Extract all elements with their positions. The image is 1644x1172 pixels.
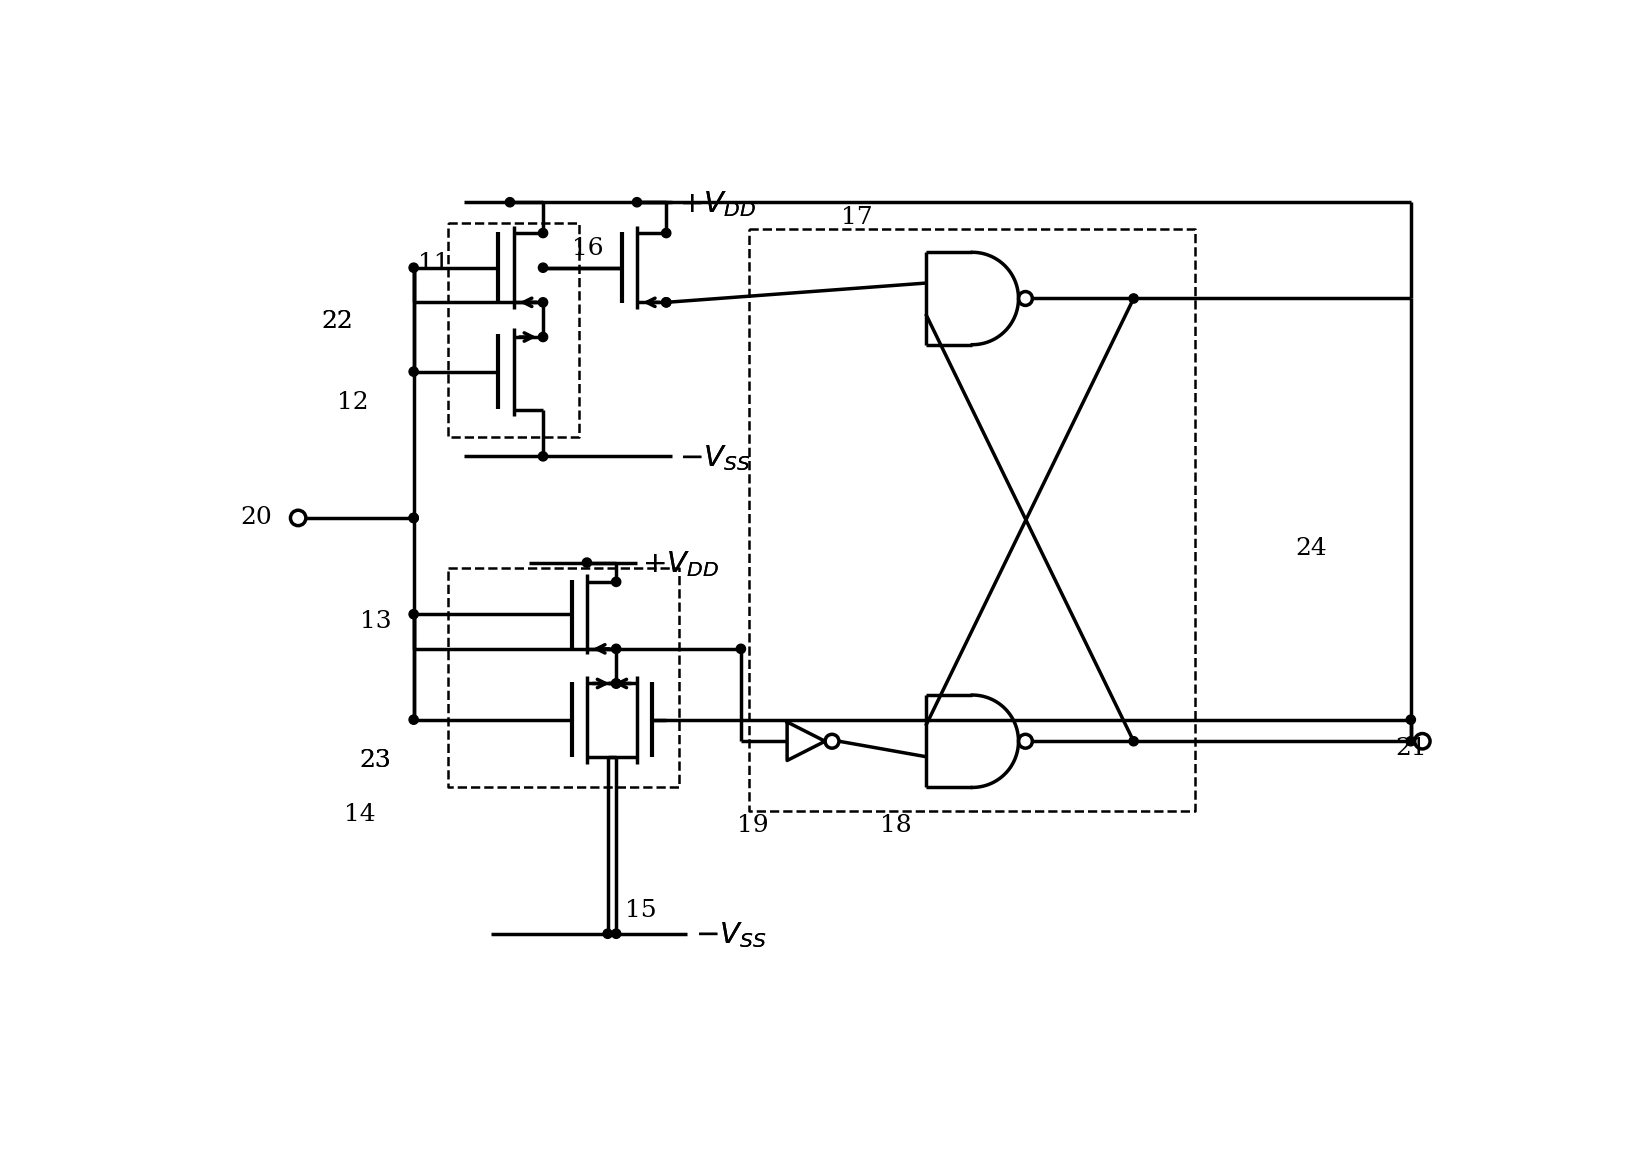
Circle shape	[612, 679, 621, 688]
Text: $-V_{SS}$: $-V_{SS}$	[695, 920, 766, 950]
Circle shape	[737, 645, 745, 654]
Circle shape	[538, 229, 547, 238]
Text: 22: 22	[321, 311, 353, 333]
Circle shape	[612, 679, 621, 688]
Circle shape	[538, 451, 547, 461]
Circle shape	[612, 645, 621, 654]
Text: 18: 18	[880, 815, 911, 838]
Text: 17: 17	[842, 206, 873, 230]
Text: 21: 21	[1396, 737, 1427, 761]
Text: $+V_{DD}$: $+V_{DD}$	[679, 189, 756, 219]
Text: 15: 15	[625, 899, 658, 922]
Circle shape	[538, 298, 547, 307]
Text: $+V_{DD}$: $+V_{DD}$	[643, 550, 718, 579]
Text: 23: 23	[360, 749, 391, 772]
Circle shape	[538, 333, 547, 341]
Circle shape	[1406, 715, 1415, 724]
Text: $-V_{SS}$: $-V_{SS}$	[695, 920, 766, 950]
Circle shape	[1129, 294, 1138, 304]
Circle shape	[409, 715, 418, 724]
Text: 12: 12	[337, 391, 368, 414]
Circle shape	[1129, 737, 1138, 745]
Circle shape	[409, 609, 418, 619]
Text: 20: 20	[240, 506, 273, 530]
Text: $+V_{DD}$: $+V_{DD}$	[679, 189, 756, 219]
Circle shape	[661, 229, 671, 238]
Circle shape	[633, 198, 641, 207]
Text: 19: 19	[737, 815, 769, 838]
Text: 13: 13	[360, 611, 391, 633]
Circle shape	[409, 513, 418, 523]
Circle shape	[409, 367, 418, 376]
Text: $-V_{SS}$: $-V_{SS}$	[679, 443, 751, 472]
Circle shape	[612, 929, 621, 939]
Circle shape	[538, 263, 547, 272]
Circle shape	[409, 263, 418, 272]
Text: 22: 22	[321, 311, 353, 333]
Circle shape	[612, 578, 621, 586]
Circle shape	[409, 513, 418, 523]
Text: 16: 16	[572, 237, 603, 260]
Circle shape	[603, 929, 612, 939]
Text: 23: 23	[360, 749, 391, 772]
Text: 11: 11	[418, 252, 449, 275]
Text: $+V_{DD}$: $+V_{DD}$	[643, 550, 718, 579]
Circle shape	[661, 298, 671, 307]
Circle shape	[1406, 737, 1415, 745]
Circle shape	[582, 558, 592, 567]
Text: 14: 14	[344, 803, 376, 826]
Text: 24: 24	[1295, 537, 1327, 560]
Circle shape	[661, 298, 671, 307]
Circle shape	[505, 198, 515, 207]
Text: $-V_{SS}$: $-V_{SS}$	[679, 443, 751, 472]
